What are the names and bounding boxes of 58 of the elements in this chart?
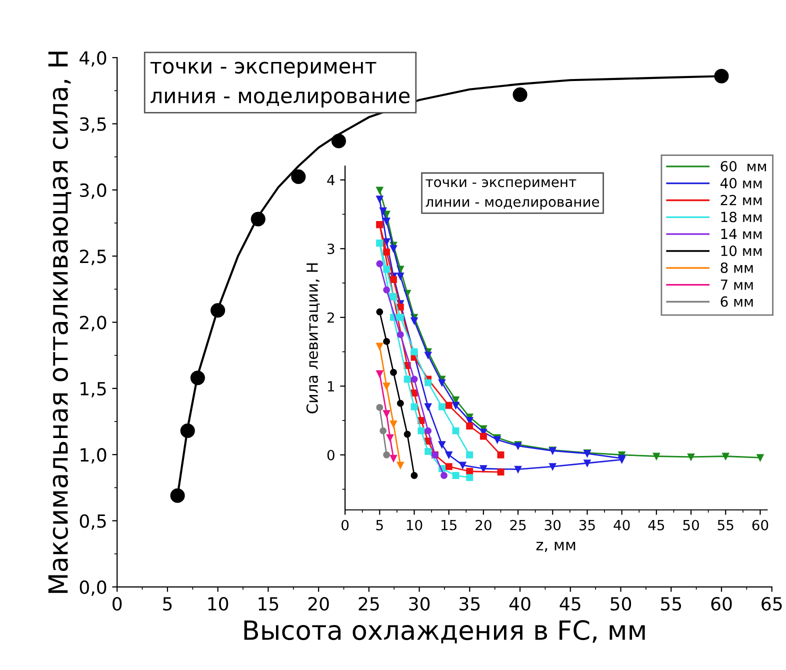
x-tick-label: 15 [442, 520, 456, 530]
x-tick-label: 55 [718, 520, 734, 530]
x-tick-label: 35 [460, 596, 480, 611]
legend-label: 10 мм [721, 246, 762, 256]
legend-label: 22 мм [720, 194, 762, 206]
y-axis-title: Максимальная отталкивающая сила, Н [48, 52, 72, 593]
x-tick-label: 40 [509, 596, 530, 611]
legend-label: 60 мм [720, 160, 766, 172]
x-tick-label: 20 [308, 596, 329, 611]
x-tick-label: 45 [648, 520, 664, 530]
annotation: линия - моделирование [150, 91, 410, 108]
x-tick-label: 50 [610, 596, 632, 611]
x-tick-label: 5 [376, 520, 383, 530]
y-tick-label: 4 [327, 175, 335, 186]
y-axis-title: Сила левитации, Н [306, 263, 320, 414]
legend-label: 14 мм [721, 228, 762, 239]
x-tick-label: 65 [762, 596, 782, 611]
x-tick-label: 15 [258, 597, 278, 611]
legend-label: 18 мм [721, 212, 762, 222]
y-tick-label: 1,0 [80, 448, 106, 464]
legend-label: 7 мм [720, 280, 753, 290]
y-tick-label: 2 [328, 312, 334, 323]
x-tick-label: 0 [342, 520, 349, 530]
y-tick-label: 3 [328, 244, 334, 254]
annotation: точки - эксперимент [426, 179, 576, 190]
annotation: точки - эксперимент [150, 62, 376, 78]
y-tick-label: 2,0 [80, 316, 106, 332]
x-tick-label: 10 [208, 596, 228, 611]
x-tick-label: 25 [510, 520, 526, 530]
x-tick-label: 35 [579, 520, 595, 530]
y-tick-label: 4,0 [80, 51, 106, 67]
x-tick-label: 60 [711, 596, 732, 611]
x-tick-label: 30 [544, 520, 561, 530]
x-tick-label: 50 [683, 520, 699, 530]
x-axis-title: z, мм [536, 542, 576, 552]
x-tick-label: 5 [163, 597, 172, 611]
y-tick-label: 0,0 [80, 580, 106, 596]
legend-label: 8 мм [720, 262, 753, 273]
y-tick-label: 0,5 [80, 514, 106, 530]
x-tick-label: 30 [409, 596, 430, 611]
x-tick-label: 60 [752, 520, 768, 530]
y-tick-label: 0 [327, 450, 334, 460]
y-tick-label: 3,5 [80, 117, 106, 133]
annotation: линии - моделирование [426, 199, 600, 210]
y-tick-label: 1 [328, 381, 334, 392]
x-tick-label: 0 [112, 596, 122, 611]
x-tick-label: 25 [358, 596, 379, 611]
y-tick-label: 1,5 [80, 382, 106, 398]
x-tick-label: 45 [560, 597, 580, 611]
legend-label: 40 мм [720, 178, 762, 188]
x-tick-label: 55 [661, 597, 682, 611]
y-tick-label: 3,0 [80, 183, 106, 199]
x-tick-label: 20 [476, 520, 492, 530]
x-tick-label: 10 [406, 520, 422, 530]
legend-label: 6 мм [720, 296, 753, 307]
x-tick-label: 40 [614, 520, 630, 530]
x-axis-title: Высота охлаждения в FC, мм [244, 620, 645, 644]
y-tick-label: 2,5 [80, 250, 106, 266]
